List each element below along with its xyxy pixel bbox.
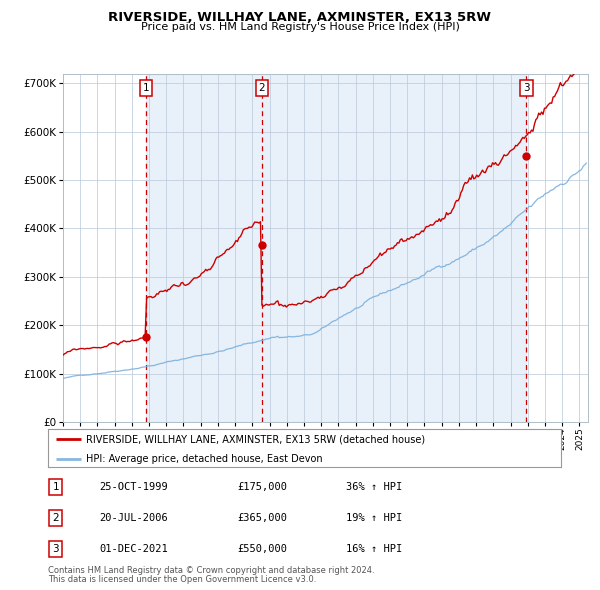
Text: £175,000: £175,000 [238,483,288,492]
Text: 3: 3 [52,544,59,553]
Text: 25-OCT-1999: 25-OCT-1999 [100,483,168,492]
Text: 2: 2 [52,513,59,523]
Text: RIVERSIDE, WILLHAY LANE, AXMINSTER, EX13 5RW (detached house): RIVERSIDE, WILLHAY LANE, AXMINSTER, EX13… [86,434,425,444]
Text: 1: 1 [52,483,59,492]
Text: Contains HM Land Registry data © Crown copyright and database right 2024.: Contains HM Land Registry data © Crown c… [48,566,374,575]
Text: 1: 1 [142,83,149,93]
Text: 01-DEC-2021: 01-DEC-2021 [100,544,168,553]
Text: 16% ↑ HPI: 16% ↑ HPI [346,544,402,553]
Text: 20-JUL-2006: 20-JUL-2006 [100,513,168,523]
Text: 19% ↑ HPI: 19% ↑ HPI [346,513,402,523]
Text: £550,000: £550,000 [238,544,288,553]
Text: 36% ↑ HPI: 36% ↑ HPI [346,483,402,492]
Bar [146,74,526,422]
Text: £365,000: £365,000 [238,513,288,523]
Text: RIVERSIDE, WILLHAY LANE, AXMINSTER, EX13 5RW: RIVERSIDE, WILLHAY LANE, AXMINSTER, EX13… [109,11,491,24]
Text: Price paid vs. HM Land Registry's House Price Index (HPI): Price paid vs. HM Land Registry's House … [140,22,460,32]
Text: HPI: Average price, detached house, East Devon: HPI: Average price, detached house, East… [86,454,323,464]
Text: This data is licensed under the Open Government Licence v3.0.: This data is licensed under the Open Gov… [48,575,316,584]
Text: 2: 2 [259,83,265,93]
Text: 3: 3 [523,83,530,93]
